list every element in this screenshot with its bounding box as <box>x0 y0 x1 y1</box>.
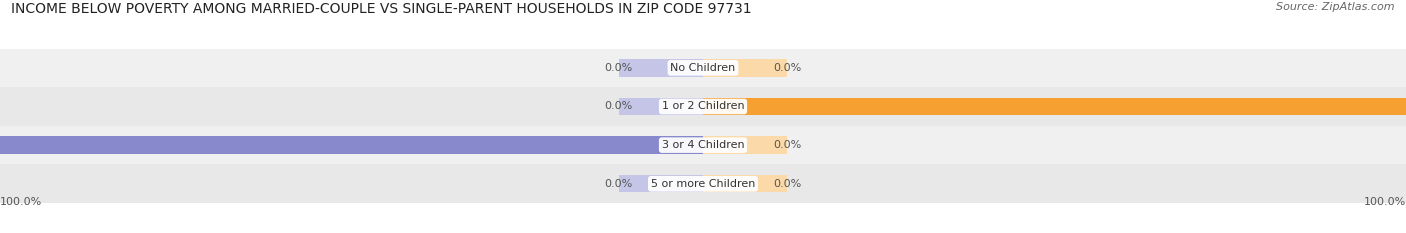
Bar <box>647 175 703 192</box>
Text: 0.0%: 0.0% <box>605 63 633 73</box>
Text: INCOME BELOW POVERTY AMONG MARRIED-COUPLE VS SINGLE-PARENT HOUSEHOLDS IN ZIP COD: INCOME BELOW POVERTY AMONG MARRIED-COUPL… <box>11 2 752 16</box>
Bar <box>647 59 703 77</box>
Bar <box>703 175 787 192</box>
Text: 0.0%: 0.0% <box>773 63 801 73</box>
Text: 100.0%: 100.0% <box>1364 197 1406 207</box>
Bar <box>0 87 1406 126</box>
Text: 3 or 4 Children: 3 or 4 Children <box>662 140 744 150</box>
Bar <box>647 98 703 115</box>
Bar <box>703 59 759 77</box>
Bar <box>0 164 1406 203</box>
Bar <box>703 98 787 115</box>
Text: 0.0%: 0.0% <box>773 179 801 189</box>
Bar <box>703 98 1406 115</box>
Bar <box>619 98 703 115</box>
Text: 0.0%: 0.0% <box>605 102 633 112</box>
Bar <box>703 137 759 154</box>
Text: 1 or 2 Children: 1 or 2 Children <box>662 102 744 112</box>
Text: No Children: No Children <box>671 63 735 73</box>
Text: 0.0%: 0.0% <box>605 179 633 189</box>
Bar <box>703 59 787 77</box>
Text: Source: ZipAtlas.com: Source: ZipAtlas.com <box>1277 2 1395 12</box>
Bar <box>0 48 1406 87</box>
Text: 0.0%: 0.0% <box>773 140 801 150</box>
Text: 100.0%: 100.0% <box>0 197 42 207</box>
Bar <box>619 59 703 77</box>
Bar <box>619 175 703 192</box>
Bar <box>703 175 759 192</box>
Bar <box>0 126 1406 164</box>
Bar <box>703 137 787 154</box>
Bar <box>619 137 703 154</box>
Text: 5 or more Children: 5 or more Children <box>651 179 755 189</box>
Bar <box>0 137 703 154</box>
